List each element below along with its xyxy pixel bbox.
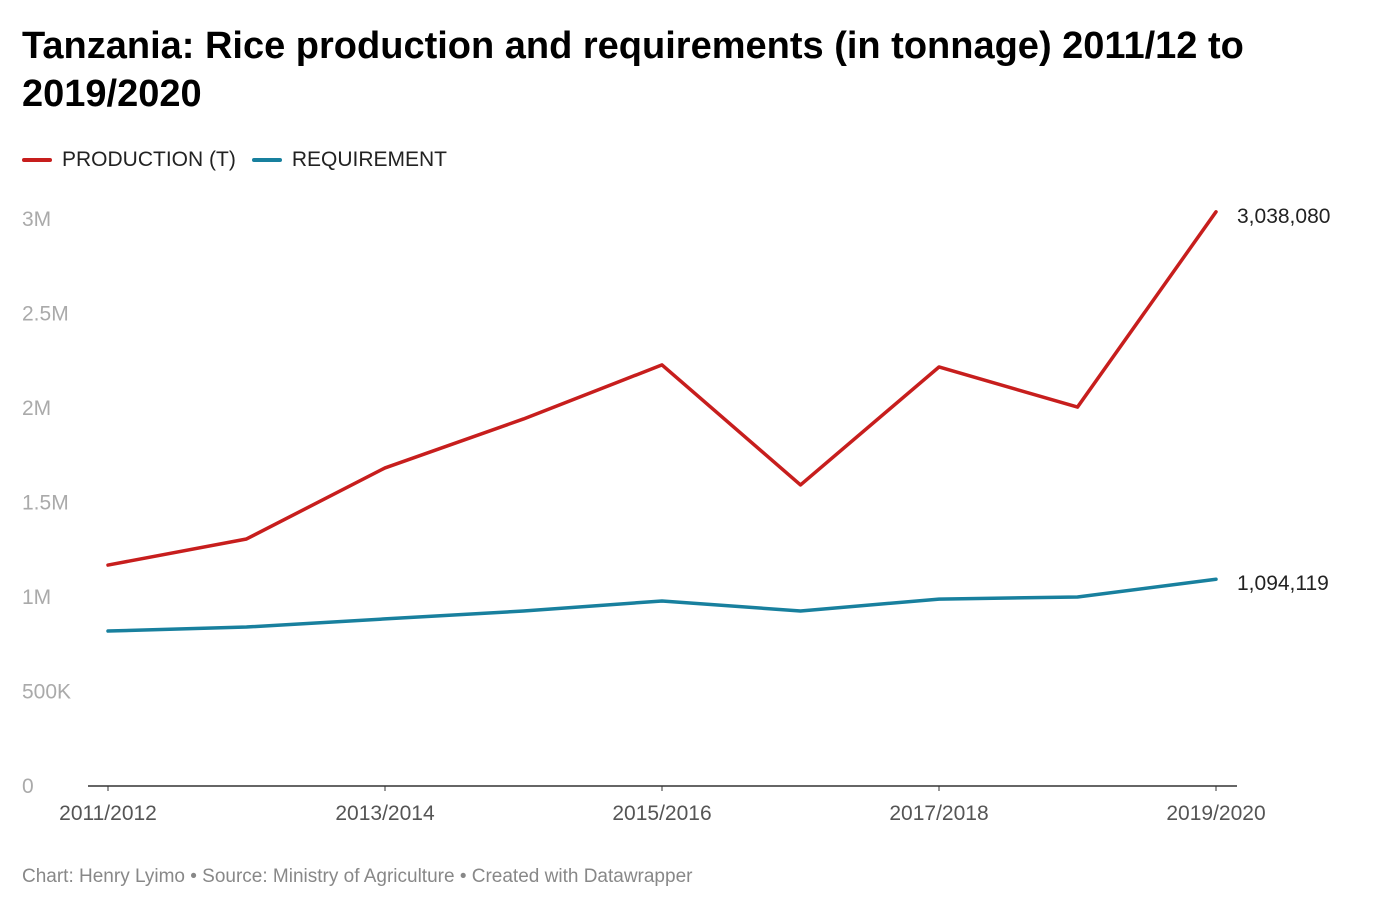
chart-footer: Chart: Henry Lyimo • Source: Ministry of… — [22, 866, 693, 887]
legend-swatch-requirement — [251, 158, 282, 162]
x-tick-label: 2019/2020 — [1166, 802, 1265, 825]
end-value-label: 1,094,119 — [1237, 572, 1329, 595]
y-tick-label: 0 — [22, 775, 34, 798]
legend-label-production: PRODUCTION (T) — [62, 148, 236, 171]
legend-swatch-production — [22, 158, 52, 162]
series-line-requirement — [106, 577, 1218, 633]
x-tick-label: 2017/2018 — [889, 802, 988, 825]
x-tick-label: 2013/2014 — [335, 802, 435, 825]
legend-item-production: PRODUCTION (T) — [22, 148, 236, 172]
y-tick-label: 1M — [22, 586, 51, 609]
end-value-label: 3,038,080 — [1237, 205, 1330, 228]
legend-item-requirement: REQUIREMENT — [251, 148, 448, 172]
y-tick-label: 3M — [22, 208, 51, 231]
y-tick-label: 2.5M — [22, 303, 69, 326]
series-line-production — [106, 210, 1218, 567]
legend-label-requirement: REQUIREMENT — [291, 148, 448, 171]
chart-title: Tanzania: Rice production and requiremen… — [22, 25, 1244, 115]
y-tick-label: 500K — [22, 681, 71, 704]
x-tick-label: 2011/2012 — [59, 802, 157, 825]
legend: PRODUCTION (T) REQUIREMENT — [22, 148, 463, 172]
y-tick-label: 1.5M — [22, 492, 69, 515]
y-tick-label: 2M — [22, 397, 51, 420]
x-tick-label: 2015/2016 — [612, 802, 711, 825]
